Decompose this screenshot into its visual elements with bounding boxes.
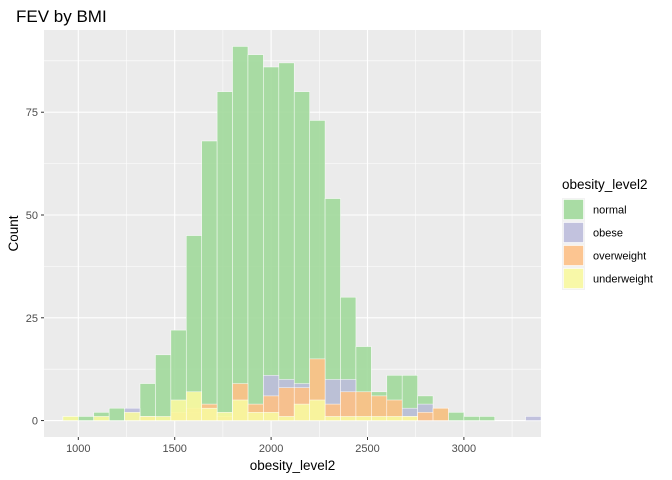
bar-obese (525, 416, 542, 421)
bar-normal (216, 91, 233, 421)
bar-underweight (309, 399, 326, 421)
y-axis: 0 25 50 75 (26, 107, 44, 428)
legend-label-overweight: overweight (593, 251, 646, 263)
bar-overweight (417, 412, 434, 421)
y-tick-label: 25 (26, 313, 38, 325)
x-axis: 1000 1500 2000 2500 3000 (66, 437, 476, 455)
y-tick-label: 75 (26, 107, 38, 119)
x-axis-title: obesity_level2 (250, 458, 336, 473)
legend-title: obesity_level2 (562, 177, 648, 192)
x-tick-label: 2500 (355, 443, 379, 455)
bar-normal (293, 91, 310, 421)
bar-overweight (278, 387, 295, 421)
bar-normal (232, 46, 249, 421)
x-tick-label: 2000 (259, 443, 283, 455)
bar-normal (463, 416, 480, 421)
legend-swatch-underweight (563, 268, 584, 289)
bar-underweight (324, 416, 341, 421)
bar-overweight (432, 407, 449, 421)
bars (62, 46, 542, 421)
bar-underweight (124, 412, 141, 421)
legend-label-obese: obese (593, 228, 623, 240)
y-tick-label: 0 (32, 416, 38, 428)
bar-underweight (355, 416, 372, 421)
x-tick-label: 1500 (162, 443, 186, 455)
series-underweight (62, 391, 418, 421)
bar-underweight (247, 412, 264, 421)
legend-label-normal: normal (593, 205, 627, 217)
x-tick-label: 3000 (452, 443, 476, 455)
bar-underweight (263, 412, 280, 421)
bar-underweight (185, 391, 202, 421)
bar-underweight (139, 416, 156, 421)
bar-underweight (170, 399, 187, 421)
x-tick-label: 1000 (66, 443, 90, 455)
bar-underweight (216, 412, 233, 421)
bar-normal (263, 66, 280, 421)
bar-normal (78, 416, 95, 421)
bar-underweight (401, 416, 418, 421)
series-normal (62, 46, 496, 421)
bar-underweight (386, 416, 403, 421)
bar-normal (108, 407, 125, 421)
bar-underweight (293, 403, 310, 421)
legend-swatch-overweight (563, 245, 584, 266)
bar-normal (247, 54, 264, 421)
bar-normal (479, 416, 496, 421)
bar-normal (155, 354, 172, 421)
bar-underweight (232, 399, 249, 421)
chart-title: FEV by BMI (16, 7, 107, 26)
bar-underweight (340, 416, 357, 421)
legend: obesity_level2 normal obese overweight unde… (562, 177, 653, 290)
bar-underweight (278, 416, 295, 421)
legend-swatch-normal (563, 199, 584, 220)
legend-swatch-obese (563, 222, 584, 243)
bar-normal (201, 140, 218, 421)
y-tick-label: 50 (26, 210, 38, 222)
bar-underweight (201, 407, 218, 421)
bar-underweight (93, 416, 110, 421)
bar-normal (278, 62, 295, 421)
bar-underweight (62, 416, 79, 421)
bar-underweight (155, 416, 172, 421)
bar-normal (448, 412, 465, 421)
legend-label-underweight: underweight (593, 274, 653, 286)
bar-normal (139, 383, 156, 421)
bar-underweight (371, 416, 388, 421)
y-axis-title: Count (6, 215, 21, 251)
